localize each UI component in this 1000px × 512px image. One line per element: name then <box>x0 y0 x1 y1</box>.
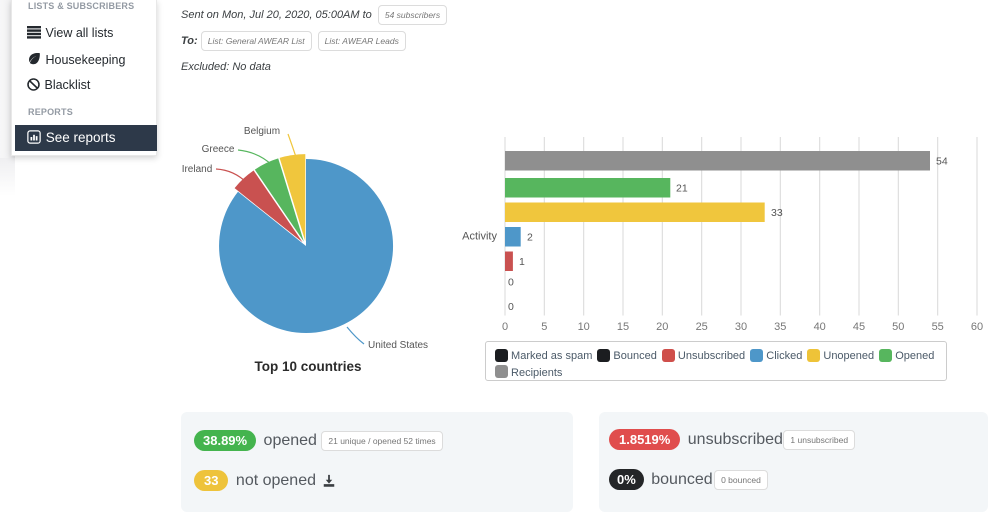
svg-text:54: 54 <box>936 156 948 168</box>
svg-text:0: 0 <box>508 301 514 313</box>
svg-text:33: 33 <box>771 207 783 219</box>
svg-text:45: 45 <box>853 321 865 333</box>
svg-text:5: 5 <box>541 321 547 333</box>
svg-text:2: 2 <box>527 232 533 244</box>
svg-text:20: 20 <box>656 321 668 333</box>
svg-text:30: 30 <box>735 321 747 333</box>
svg-text:Activity: Activity <box>462 231 497 243</box>
svg-text:0: 0 <box>508 277 514 289</box>
svg-text:Greece: Greece <box>202 144 235 155</box>
svg-text:Ireland: Ireland <box>182 164 213 175</box>
svg-text:Top 10 countries: Top 10 countries <box>254 359 361 374</box>
svg-text:35: 35 <box>774 321 786 333</box>
svg-text:50: 50 <box>892 321 904 333</box>
svg-text:0: 0 <box>502 321 508 333</box>
svg-text:1: 1 <box>519 256 525 268</box>
svg-text:Belgium: Belgium <box>244 126 280 137</box>
svg-text:10: 10 <box>578 321 590 333</box>
svg-text:40: 40 <box>814 321 826 333</box>
svg-text:60: 60 <box>971 321 983 333</box>
svg-text:25: 25 <box>696 321 708 333</box>
svg-text:United States: United States <box>368 340 428 351</box>
svg-text:55: 55 <box>932 321 944 333</box>
svg-text:15: 15 <box>617 321 629 333</box>
svg-text:21: 21 <box>676 183 688 195</box>
